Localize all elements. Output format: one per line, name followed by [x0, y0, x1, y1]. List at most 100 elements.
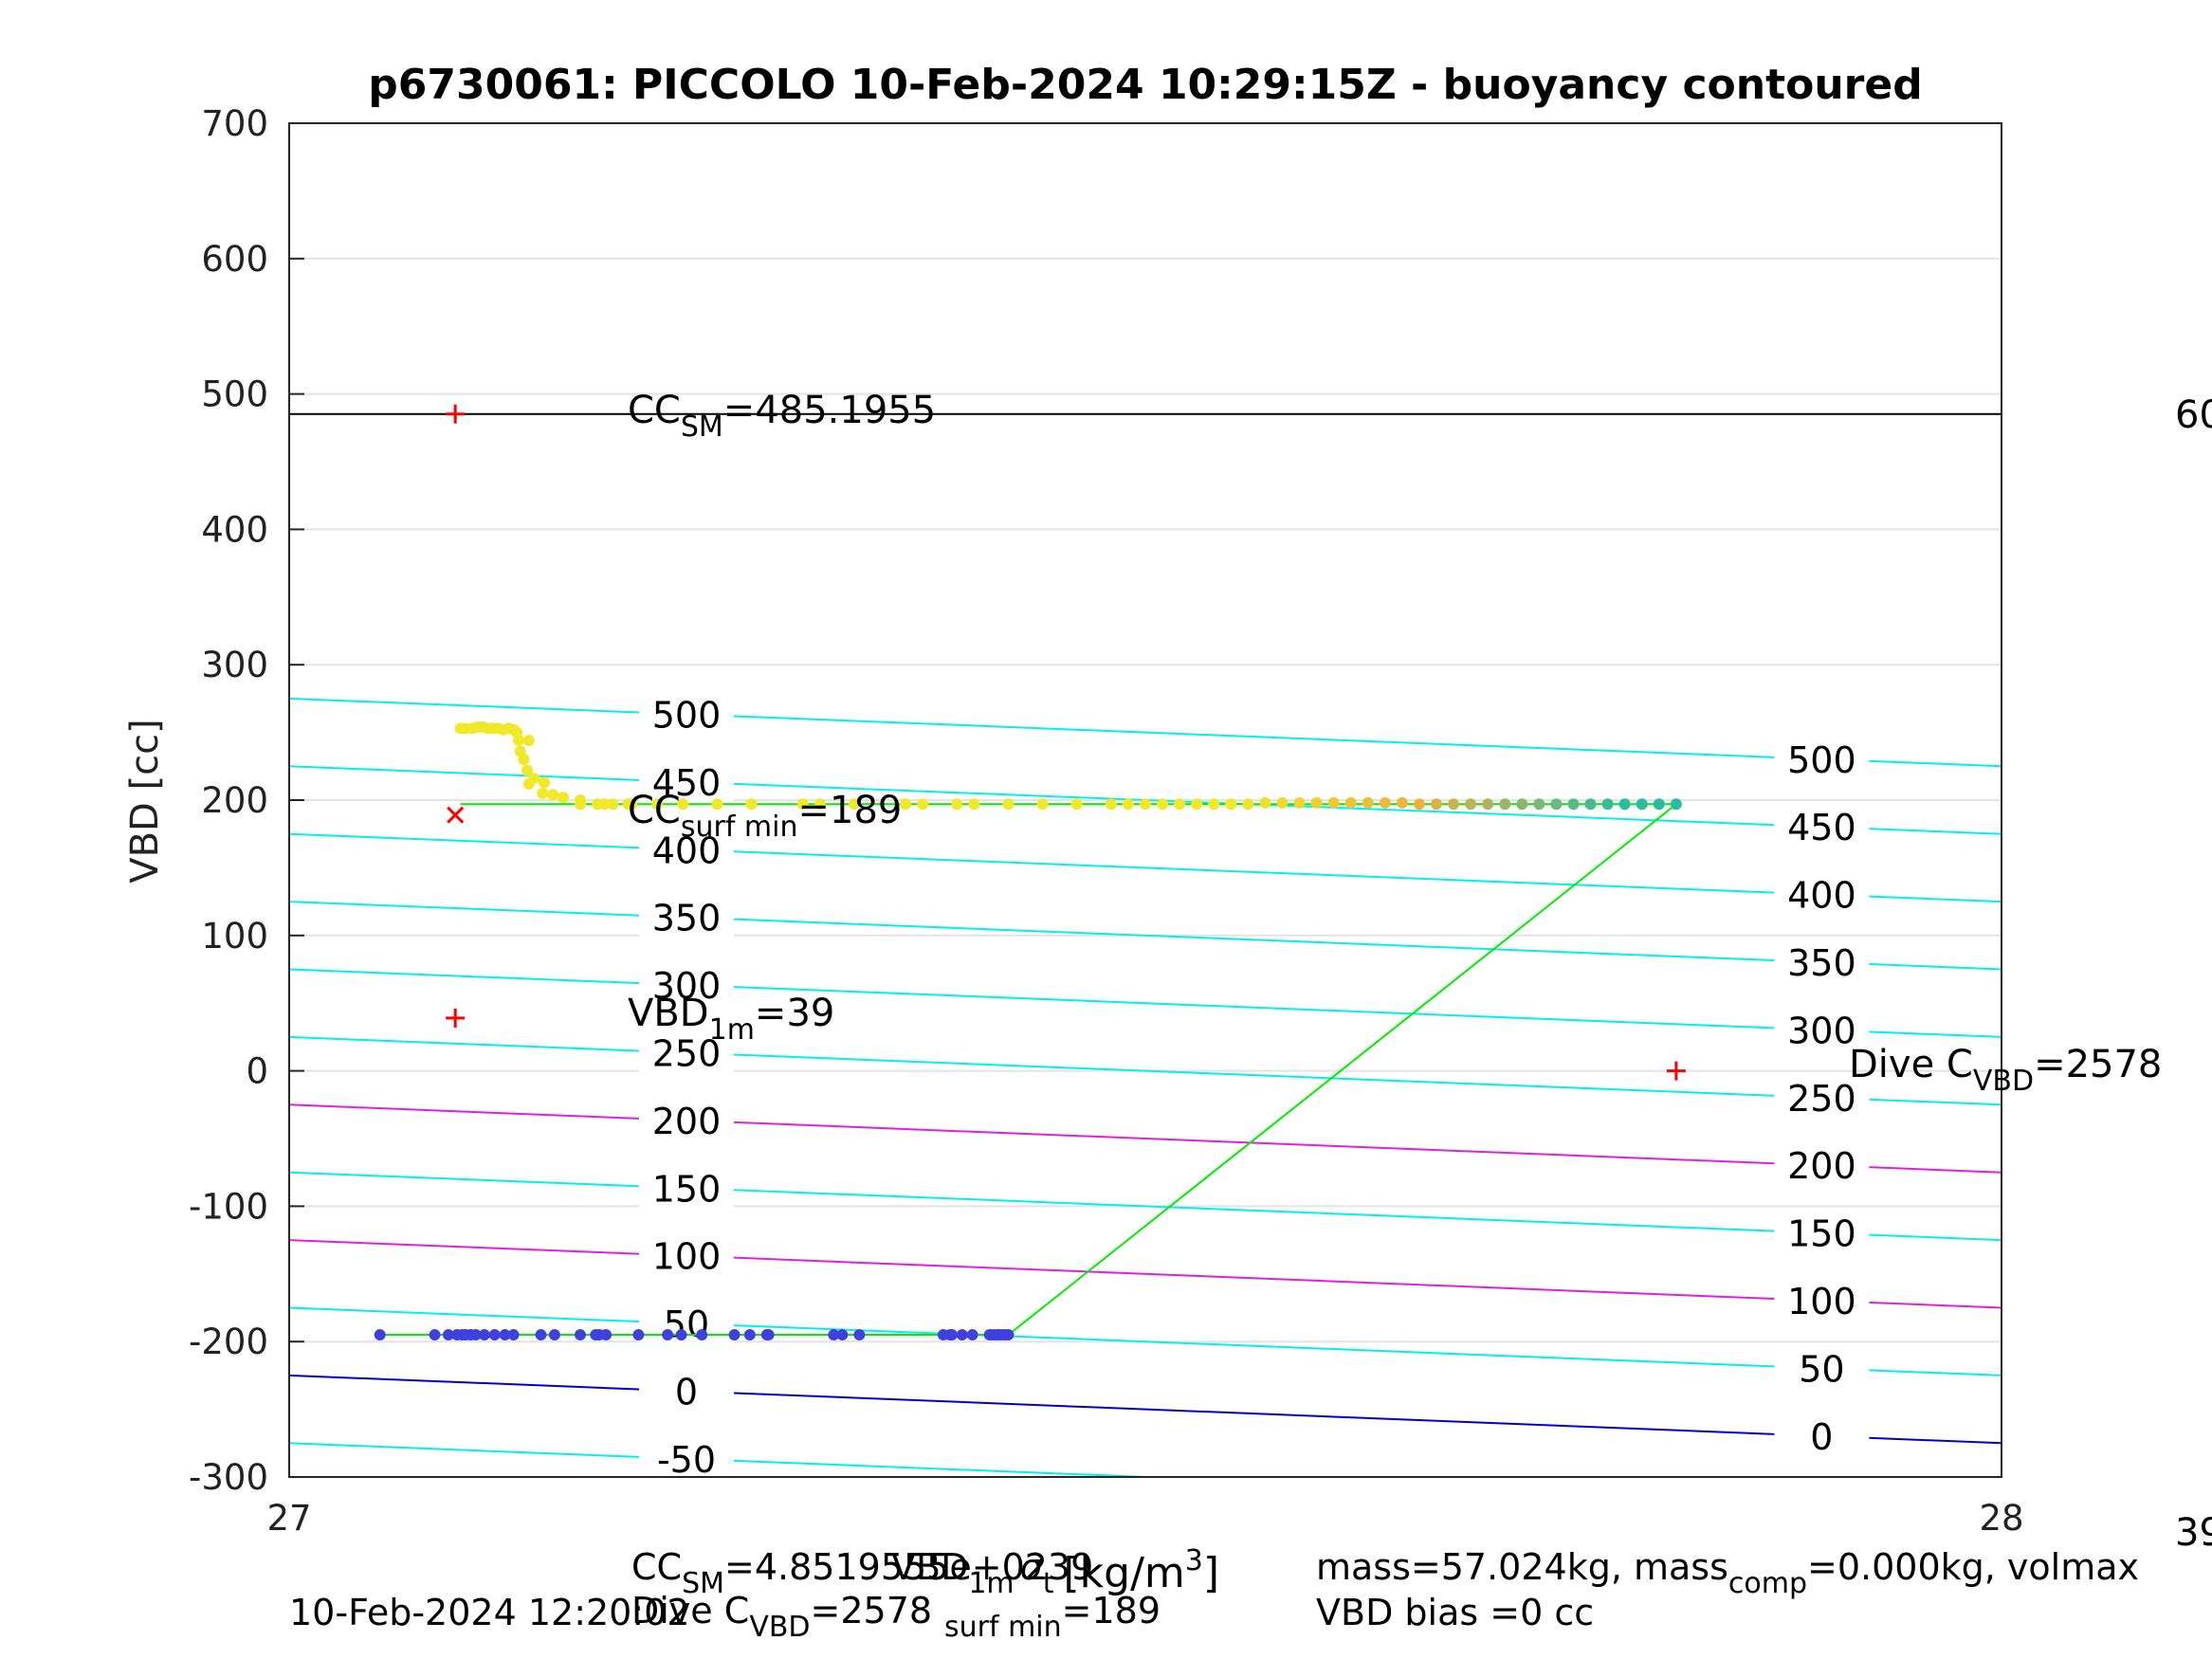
- contour-line: [289, 1035, 2002, 1106]
- contour-labels: -500050501001001501502002002502503003003…: [638, 691, 1870, 1481]
- contour-label-left: 350: [652, 898, 722, 939]
- contour-label-right: 300: [1787, 1010, 1856, 1051]
- climb-point: [547, 789, 559, 801]
- contour-label-left: 100: [652, 1236, 722, 1278]
- climb-point: [1208, 798, 1220, 811]
- dive-point: [828, 1329, 840, 1341]
- plus-marker: [1666, 1061, 1686, 1081]
- y-tick-label: -100: [189, 1186, 268, 1227]
- y-axis-label: VBD [cc]: [123, 719, 167, 884]
- climb-point: [745, 798, 758, 811]
- contour-label-right: 0: [1810, 1416, 1833, 1458]
- climb-point: [1636, 798, 1648, 811]
- climb-point: [1533, 798, 1545, 811]
- contour-label-bg: [638, 1435, 734, 1480]
- contour-label-right: 150: [1787, 1213, 1856, 1255]
- climb-point: [1157, 798, 1169, 811]
- cc-surf-min-annotation: CCsurf min=189: [628, 789, 902, 844]
- contour-label-right: 500: [1787, 739, 1856, 781]
- footer-mass: mass=57.024kg, masscomp=0.000kg, volmax: [1316, 1546, 2139, 1600]
- dive-point: [429, 1329, 441, 1341]
- contour-line: [289, 1239, 2002, 1309]
- dive-point: [762, 1329, 775, 1341]
- climb-point: [917, 798, 929, 811]
- climb-point: [1070, 798, 1083, 811]
- dive-point: [499, 1329, 511, 1341]
- contour-label-left: 150: [652, 1168, 722, 1210]
- climb-point: [796, 798, 809, 811]
- contour-line: [289, 832, 2002, 903]
- climb-point: [521, 764, 534, 776]
- plus-marker: [446, 404, 466, 424]
- climb-point: [711, 798, 723, 811]
- y-tick-label: 400: [201, 509, 268, 550]
- cc-sm-annotation: CCSM=485.1955: [628, 389, 936, 444]
- y-axis-ticks: -300 -200 -100 0 100 200 300 400 500 600 700: [189, 103, 304, 1498]
- dive-point: [1002, 1329, 1015, 1341]
- climb-point: [522, 777, 535, 790]
- dive-point: [743, 1329, 756, 1341]
- climb-point: [1242, 798, 1254, 811]
- climb-point: [539, 776, 551, 789]
- climb-point: [503, 722, 515, 735]
- climb-point: [1465, 798, 1477, 811]
- contour-label-bg: [638, 1232, 734, 1277]
- contour-line: [289, 901, 2002, 971]
- contour-label-bg: [638, 1165, 734, 1210]
- marker-stroke: [447, 806, 465, 824]
- climb-point: [513, 735, 525, 747]
- climb-point: [1191, 798, 1203, 811]
- x-tick-label: 28: [1979, 1498, 2023, 1539]
- dive-point: [488, 1329, 501, 1341]
- contour-label-right: 250: [1787, 1078, 1856, 1120]
- chart-title: p6730061: PICCOLO 10-Feb-2024 10:29:15Z …: [368, 61, 1922, 109]
- markers: [446, 404, 1686, 1081]
- contour-label-right: 450: [1787, 807, 1856, 848]
- climb-point: [1276, 796, 1289, 809]
- dive-c-vbd-annotation: Dive CVBD=2578: [1849, 1043, 2162, 1098]
- dive-point: [696, 1329, 708, 1341]
- climb-point: [518, 754, 530, 766]
- contour-label-bg: [1774, 1278, 1870, 1322]
- dive-point: [575, 1329, 587, 1341]
- contour-label-bg: [638, 758, 734, 803]
- contour-label-bg: [1774, 804, 1870, 848]
- y-tick-label: 700: [201, 103, 268, 144]
- dive-point: [728, 1329, 740, 1341]
- contour-line: [289, 1374, 2002, 1445]
- climb-point: [1122, 798, 1134, 811]
- dive-point: [507, 1329, 520, 1341]
- dive-point: [853, 1329, 866, 1341]
- climb-point: [1550, 798, 1563, 811]
- climb-point: [557, 792, 569, 804]
- contour-line: [289, 1171, 2002, 1242]
- x-axis-ticks: 27 28: [266, 1462, 2024, 1539]
- contour-label-bg: [638, 962, 734, 1007]
- climb-point: [1105, 798, 1117, 811]
- climb-point: [1618, 798, 1631, 811]
- climb-point: [626, 798, 638, 811]
- contour-label-bg: [1774, 939, 1870, 984]
- footer-dive-c: Dive CVBD=2578: [631, 1590, 932, 1644]
- climb-point: [1448, 798, 1460, 811]
- dive-point: [478, 1329, 490, 1341]
- contour-label-bg: [1774, 1345, 1870, 1390]
- climb-point: [900, 798, 912, 811]
- y-tick-label: 600: [201, 239, 268, 280]
- contour-label-bg: [638, 827, 734, 871]
- edge-label-top: 60: [2175, 393, 2212, 437]
- climb-point: [1396, 796, 1408, 809]
- contour-label-right: 100: [1787, 1281, 1856, 1322]
- y-tick-label: 300: [201, 645, 268, 685]
- footer-vbd-sigma: VBD1m σt [kg/m3]: [891, 1544, 1219, 1600]
- contour-label-right: 400: [1787, 875, 1856, 917]
- climb-point: [1516, 798, 1528, 811]
- contour-label-left: 200: [652, 1101, 722, 1142]
- footer-surf-min: surf min=189: [944, 1590, 1161, 1644]
- climb-point: [848, 798, 860, 811]
- contour-label-bg: [1774, 736, 1870, 780]
- climb-point: [1327, 796, 1340, 809]
- dive-point: [956, 1329, 968, 1341]
- climb-point: [1601, 798, 1614, 811]
